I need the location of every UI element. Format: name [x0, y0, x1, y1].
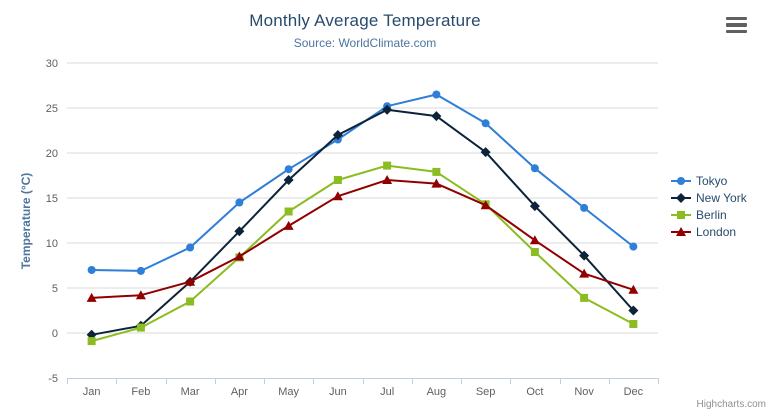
x-axis-label: Feb: [131, 386, 150, 398]
x-axis-label: Dec: [624, 386, 644, 398]
legend-label: Berlin: [696, 208, 727, 222]
y-axis-title: Temperature (°C): [19, 172, 33, 270]
y-axis-label: 25: [46, 103, 58, 115]
data-point-marker[interactable]: [530, 164, 539, 173]
legend-label: London: [696, 225, 737, 239]
data-point-marker[interactable]: [431, 111, 442, 122]
series-line: [91, 179, 634, 299]
series-line: [91, 108, 635, 336]
data-point-marker[interactable]: [480, 200, 491, 210]
data-point-marker[interactable]: [283, 220, 294, 230]
data-point-marker[interactable]: [628, 305, 639, 316]
x-axis-label: Apr: [231, 386, 248, 398]
data-point-marker[interactable]: [628, 284, 639, 294]
data-point-marker[interactable]: [629, 320, 638, 328]
legend-item-new-york[interactable]: New York: [671, 191, 747, 205]
legend: Tokyo New York Berlin London: [671, 174, 747, 239]
chart-title: Monthly Average Temperature: [249, 11, 481, 30]
data-point-marker[interactable]: [529, 235, 540, 245]
series-line: [91, 164, 634, 343]
export-menu-button[interactable]: [725, 13, 751, 37]
triangle-legend-marker-icon: [671, 227, 691, 236]
data-point-marker[interactable]: [579, 250, 590, 261]
x-axis-label: Mar: [181, 386, 200, 398]
data-point-marker[interactable]: [87, 266, 96, 274]
data-point-marker[interactable]: [86, 292, 97, 302]
data-point-marker[interactable]: [87, 337, 96, 346]
legend-marker: [676, 227, 686, 236]
hamburger-icon: [726, 23, 747, 27]
data-point-marker[interactable]: [579, 268, 590, 278]
series-line: [91, 93, 634, 272]
legend-item-tokyo[interactable]: Tokyo: [671, 174, 747, 188]
x-axis-label: Aug: [427, 386, 447, 398]
data-point-marker[interactable]: [186, 243, 195, 252]
data-point-marker[interactable]: [432, 167, 441, 176]
legend-item-london[interactable]: London: [671, 225, 747, 239]
y-axis-label: 15: [46, 193, 58, 205]
x-axis-label: Jun: [329, 386, 347, 398]
circle-legend-marker-icon: [671, 177, 691, 185]
data-point-marker[interactable]: [529, 201, 540, 212]
x-axis-label: Jul: [380, 386, 394, 398]
series-london[interactable]: [86, 175, 639, 302]
data-point-marker[interactable]: [283, 175, 294, 185]
legend-label: New York: [696, 191, 747, 205]
hamburger-icon: [726, 29, 747, 34]
data-point-marker[interactable]: [332, 130, 343, 140]
data-point-marker[interactable]: [530, 248, 539, 256]
y-axis-label: 10: [46, 238, 58, 250]
data-point-marker[interactable]: [382, 175, 393, 184]
legend-marker: [677, 177, 685, 185]
data-point-marker[interactable]: [480, 147, 491, 158]
series-new-york[interactable]: [86, 104, 639, 340]
x-axis-label: Jan: [83, 386, 101, 398]
data-point-marker[interactable]: [284, 165, 293, 174]
data-point-marker[interactable]: [234, 226, 245, 237]
series-tokyo[interactable]: [87, 90, 638, 275]
legend-item-berlin[interactable]: Berlin: [671, 208, 747, 222]
data-point-marker[interactable]: [382, 104, 393, 115]
data-point-marker[interactable]: [383, 161, 392, 170]
highcharts-credit-link[interactable]: Highcharts.com: [696, 399, 766, 410]
x-axis-label: May: [278, 386, 299, 398]
data-point-marker[interactable]: [136, 266, 145, 275]
hamburger-icon: [726, 16, 747, 21]
data-point-marker[interactable]: [333, 176, 342, 184]
data-point-marker[interactable]: [185, 276, 196, 286]
data-point-marker[interactable]: [580, 293, 589, 302]
data-point-marker[interactable]: [234, 251, 245, 261]
legend-marker: [676, 193, 686, 203]
y-axis-label: 5: [52, 283, 58, 295]
y-axis-label: 30: [46, 58, 58, 70]
data-point-marker[interactable]: [580, 203, 589, 212]
data-point-marker[interactable]: [432, 90, 441, 99]
chart-subtitle: Source: WorldClimate.com: [293, 36, 437, 50]
data-point-marker[interactable]: [235, 198, 244, 207]
y-axis-label: -5: [48, 373, 58, 385]
y-axis-label: 20: [46, 148, 58, 160]
square-legend-marker-icon: [671, 211, 691, 219]
data-point-marker[interactable]: [136, 323, 145, 332]
legend-label: Tokyo: [696, 174, 728, 188]
data-point-marker[interactable]: [481, 119, 490, 128]
data-point-marker[interactable]: [186, 297, 195, 306]
y-axis-label: 0: [52, 328, 58, 340]
data-point-marker[interactable]: [332, 191, 343, 201]
data-point-marker[interactable]: [431, 178, 442, 188]
x-axis-label: Sep: [476, 386, 496, 398]
legend-marker: [677, 211, 685, 219]
x-axis-label: Oct: [526, 386, 543, 398]
data-point-marker[interactable]: [629, 242, 638, 251]
data-point-marker[interactable]: [135, 290, 146, 300]
diamond-legend-marker-icon: [671, 193, 691, 203]
data-point-marker[interactable]: [284, 207, 293, 216]
x-axis-label: Nov: [574, 386, 594, 398]
